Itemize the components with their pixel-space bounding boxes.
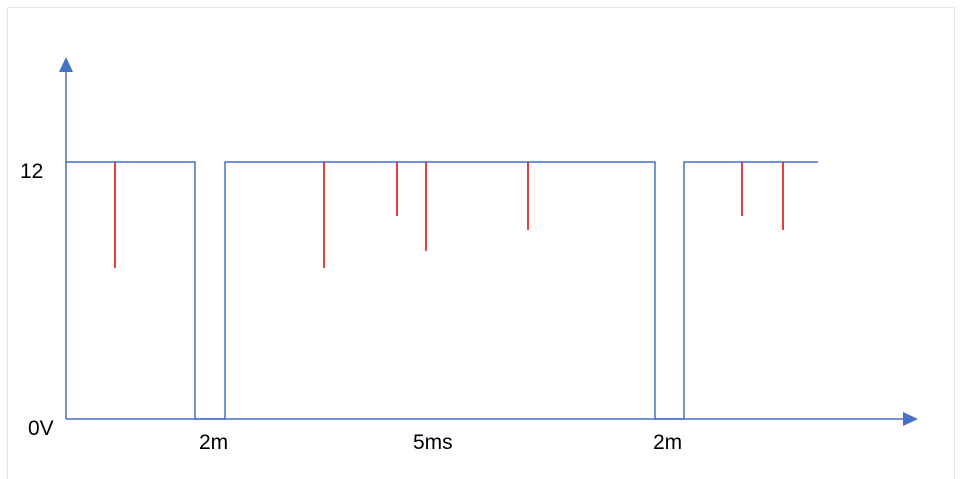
x-label-high-duration: 5ms (413, 431, 453, 454)
axes (59, 57, 918, 426)
y-axis-arrowhead (59, 57, 73, 72)
diagram-frame (7, 7, 955, 479)
x-label-first-low-duration: 2m (199, 431, 229, 454)
y-label-0v: 0V (28, 417, 54, 440)
x-label-second-low-duration: 2m (653, 431, 683, 454)
noise-spikes (114, 162, 784, 268)
y-label-12v: 12 (20, 160, 44, 183)
signal-waveform (66, 161, 818, 420)
x-axis-arrowhead (903, 412, 918, 426)
